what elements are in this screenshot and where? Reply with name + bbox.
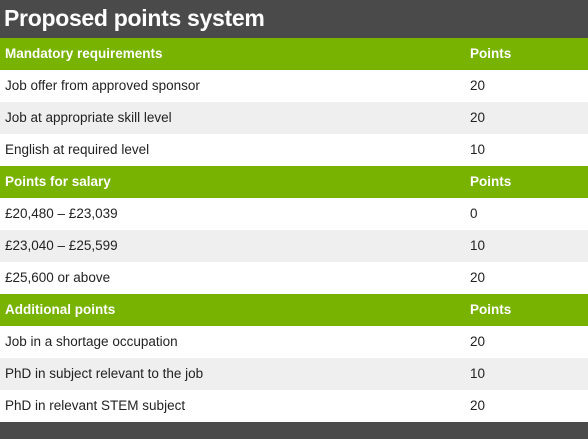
points-column-header: Points bbox=[470, 174, 512, 189]
row-label: £20,480 – £23,039 bbox=[5, 206, 118, 221]
row-points: 0 bbox=[470, 206, 478, 221]
table-row: PhD in subject relevant to the job 10 bbox=[0, 358, 588, 390]
section-salary: Points for salary Points £20,480 – £23,0… bbox=[0, 166, 588, 294]
section-header-row: Points for salary Points bbox=[0, 166, 588, 198]
table-row: English at required level 10 bbox=[0, 134, 588, 166]
section-heading: Additional points bbox=[5, 302, 116, 317]
section-heading: Mandatory requirements bbox=[5, 46, 163, 61]
row-label: Job in a shortage occupation bbox=[5, 334, 178, 349]
row-label: Job offer from approved sponsor bbox=[5, 78, 200, 93]
table-row: Job in a shortage occupation 20 bbox=[0, 326, 588, 358]
row-label: PhD in subject relevant to the job bbox=[5, 366, 204, 381]
points-column-header: Points bbox=[470, 302, 512, 317]
row-points: 20 bbox=[470, 110, 486, 125]
row-points: 20 bbox=[470, 398, 486, 413]
row-label: £23,040 – £25,599 bbox=[5, 238, 118, 253]
table-row: £20,480 – £23,039 0 bbox=[0, 198, 588, 230]
section-additional: Additional points Points Job in a shorta… bbox=[0, 294, 588, 422]
table-row: Job offer from approved sponsor 20 bbox=[0, 70, 588, 102]
table-row: £23,040 – £25,599 10 bbox=[0, 230, 588, 262]
row-points: 20 bbox=[470, 270, 486, 285]
section-header-row: Additional points Points bbox=[0, 294, 588, 326]
row-points: 10 bbox=[470, 142, 486, 157]
row-points: 20 bbox=[470, 78, 486, 93]
row-label: English at required level bbox=[5, 142, 150, 157]
row-points: 10 bbox=[470, 238, 486, 253]
table-row: PhD in relevant STEM subject 20 bbox=[0, 390, 588, 422]
table-title: Proposed points system bbox=[4, 5, 265, 31]
row-label: £25,600 or above bbox=[5, 270, 111, 285]
table-row: Job at appropriate skill level 20 bbox=[0, 102, 588, 134]
points-column-header: Points bbox=[470, 46, 512, 61]
bottom-bar bbox=[0, 422, 588, 439]
section-header-row: Mandatory requirements Points bbox=[0, 38, 588, 70]
row-label: PhD in relevant STEM subject bbox=[5, 398, 186, 413]
section-heading: Points for salary bbox=[5, 174, 111, 189]
row-points: 20 bbox=[470, 334, 486, 349]
table-row: £25,600 or above 20 bbox=[0, 262, 588, 294]
row-points: 10 bbox=[470, 366, 486, 381]
section-mandatory: Mandatory requirements Points Job offer … bbox=[0, 38, 588, 166]
row-label: Job at appropriate skill level bbox=[5, 110, 172, 125]
